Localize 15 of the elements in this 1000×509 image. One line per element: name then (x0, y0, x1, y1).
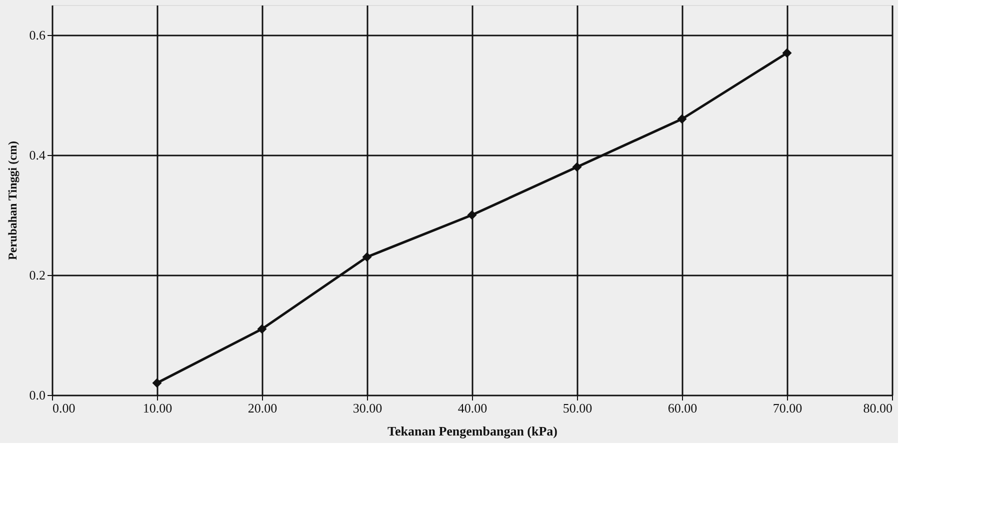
y-tick-label: 0.2 (29, 268, 46, 282)
x-tick-label: 80.00 (863, 400, 892, 416)
y-tick-label: 0.0 (29, 388, 46, 402)
x-tick-label: 20.00 (248, 400, 278, 416)
x-tick-label: 30.00 (352, 400, 382, 416)
x-tick-label: 40.00 (458, 400, 488, 416)
x-tick-label: 0.00 (52, 400, 76, 416)
y-tick-label: 0.6 (29, 28, 46, 42)
x-tick-label: 70.00 (772, 400, 802, 416)
y-axis-title: Perubahan Tinggi (cm) (5, 141, 20, 260)
x-tick-label: 10.00 (142, 400, 172, 416)
y-tick-label: 0.4 (29, 148, 46, 162)
x-tick-label: 60.00 (668, 400, 698, 416)
x-axis-title: Tekanan Pengembangan (kPa) (388, 424, 558, 438)
x-tick-label: 50.00 (562, 400, 592, 416)
